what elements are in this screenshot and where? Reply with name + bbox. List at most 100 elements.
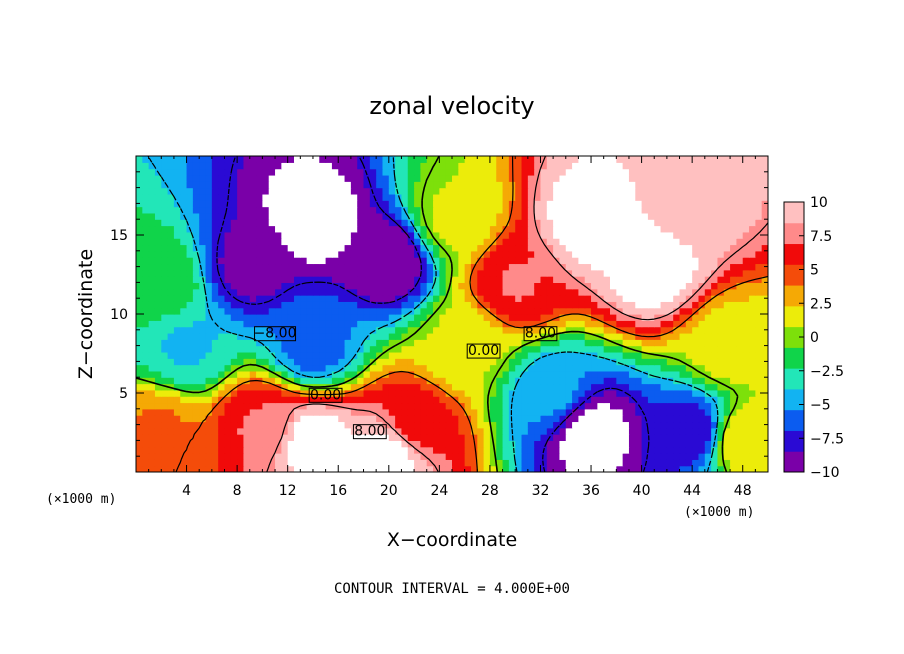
heat-cell xyxy=(180,168,188,176)
heat-cell xyxy=(344,168,352,176)
heat-cell xyxy=(407,440,415,448)
heat-cell xyxy=(199,200,207,208)
heat-cell xyxy=(439,358,447,366)
heat-cell xyxy=(433,389,440,397)
heat-cell xyxy=(243,351,251,359)
heat-cell xyxy=(622,219,630,227)
heat-cell xyxy=(742,332,750,340)
heat-cell xyxy=(698,219,706,227)
heat-cell xyxy=(439,257,447,265)
heat-cell xyxy=(401,219,409,227)
heat-cell xyxy=(616,156,624,163)
heat-cell xyxy=(136,288,143,296)
heat-cell xyxy=(508,370,516,378)
heat-cell xyxy=(515,339,523,347)
heat-cell xyxy=(685,244,693,252)
heat-cell xyxy=(692,389,700,397)
heat-cell xyxy=(711,168,719,176)
heat-cell xyxy=(591,250,598,258)
heat-cell xyxy=(477,383,485,391)
heat-cell xyxy=(477,415,485,423)
heat-cell xyxy=(578,314,586,321)
heat-cell xyxy=(527,162,535,170)
heat-cell xyxy=(186,200,194,208)
heat-cell xyxy=(439,301,447,309)
heat-cell xyxy=(382,244,390,252)
heat-cell xyxy=(673,269,681,277)
heat-cell xyxy=(610,282,617,290)
heat-cell xyxy=(243,288,251,296)
heat-cell xyxy=(679,238,687,246)
heat-cell xyxy=(540,162,548,170)
heat-cell xyxy=(338,295,346,302)
heat-cell xyxy=(243,181,251,189)
heat-cell xyxy=(679,326,687,334)
heat-cell xyxy=(755,168,763,176)
heat-cell xyxy=(521,427,529,435)
heat-cell xyxy=(331,307,339,315)
heat-cell xyxy=(578,295,586,302)
heat-cell xyxy=(546,383,554,391)
heat-cell xyxy=(407,187,415,195)
heat-cell xyxy=(597,257,605,265)
heat-cell xyxy=(211,440,219,448)
heat-cell xyxy=(755,212,763,220)
heat-cell xyxy=(761,212,768,220)
heat-cell xyxy=(376,389,384,397)
heat-cell xyxy=(546,225,554,233)
heat-cell xyxy=(660,162,668,170)
heat-cell xyxy=(388,219,396,227)
heat-cell xyxy=(755,301,763,309)
heat-cell xyxy=(736,440,744,448)
heat-cell xyxy=(338,421,346,429)
heat-cell xyxy=(660,459,668,467)
heat-cell xyxy=(148,377,156,385)
heat-cell xyxy=(142,396,150,404)
heat-cell xyxy=(287,345,295,353)
heat-cell xyxy=(319,187,327,195)
heat-cell xyxy=(192,168,200,176)
heat-cell xyxy=(458,421,466,429)
heat-cell xyxy=(489,200,497,208)
heat-cell xyxy=(584,402,592,410)
heat-cell xyxy=(325,269,333,277)
heat-cell xyxy=(407,402,415,410)
heat-cell xyxy=(736,332,744,340)
heat-cell xyxy=(161,187,169,195)
heat-cell xyxy=(546,389,554,397)
heat-cell xyxy=(470,389,478,397)
heat-cell xyxy=(294,200,301,208)
heat-cell xyxy=(749,307,756,315)
heat-cell xyxy=(527,415,535,423)
heat-cell xyxy=(325,244,333,252)
heat-cell xyxy=(363,446,371,454)
heat-cell xyxy=(306,421,314,429)
heat-cell xyxy=(597,276,605,283)
heat-cell xyxy=(508,440,516,448)
heat-cell xyxy=(527,358,535,366)
heat-cell xyxy=(723,332,731,340)
heat-cell xyxy=(755,257,763,265)
heat-cell xyxy=(287,332,295,340)
heat-cell xyxy=(205,314,213,321)
heat-cell xyxy=(711,301,719,309)
heat-cell xyxy=(439,295,447,302)
heat-cell xyxy=(281,326,289,334)
heat-cell xyxy=(180,453,188,460)
heat-cell xyxy=(414,269,421,277)
heat-cell xyxy=(211,168,219,176)
heat-cell xyxy=(723,200,731,208)
heat-cell xyxy=(711,339,719,347)
heat-cell xyxy=(338,156,346,163)
heat-cell xyxy=(218,206,226,214)
heat-cell xyxy=(199,225,207,233)
heat-cell xyxy=(730,174,737,182)
heat-cell xyxy=(673,206,681,214)
heat-cell xyxy=(344,250,352,258)
heat-cell xyxy=(559,168,567,176)
heat-cell xyxy=(243,465,251,472)
heat-cell xyxy=(173,326,181,334)
heat-cell xyxy=(508,276,516,283)
heat-cell xyxy=(616,206,624,214)
heat-cell xyxy=(319,339,327,347)
